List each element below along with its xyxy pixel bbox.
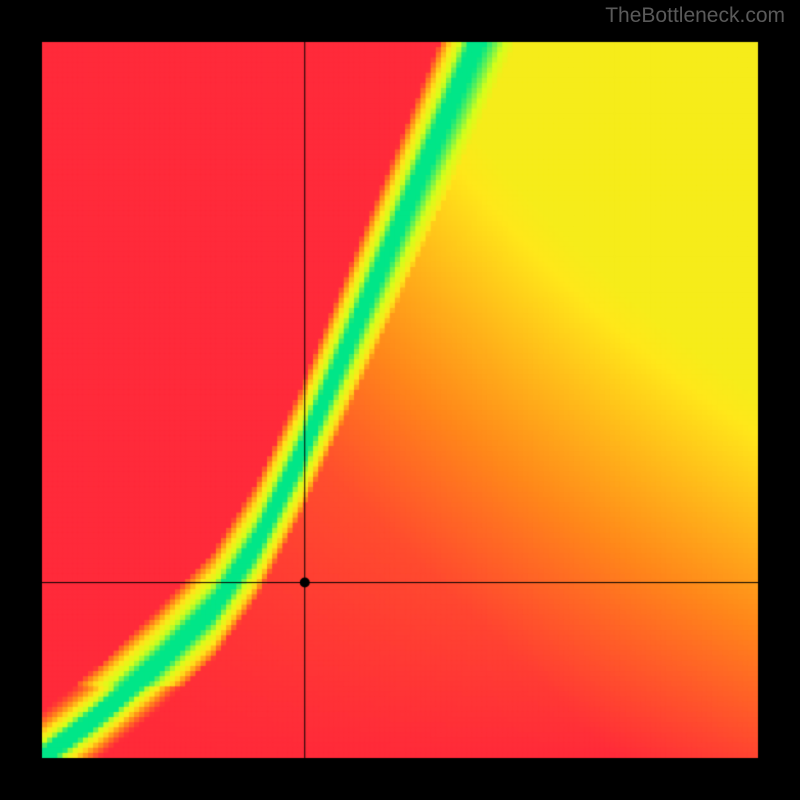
watermark-text: TheBottleneck.com <box>605 4 785 28</box>
heatmap-canvas <box>0 0 800 800</box>
